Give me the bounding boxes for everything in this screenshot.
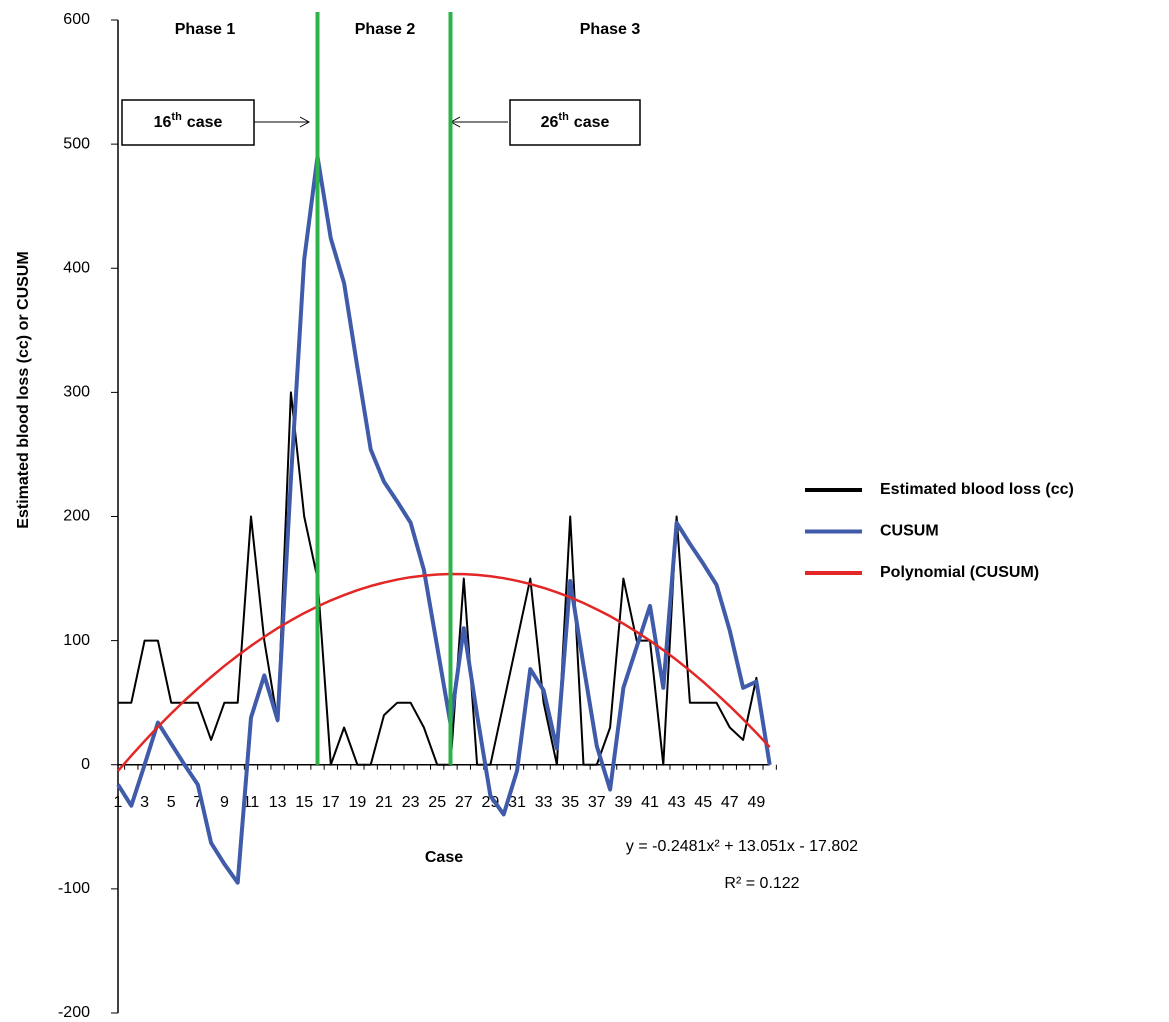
phase-label: Phase 1	[175, 21, 236, 38]
y-tick-label: 200	[63, 508, 90, 525]
series-line	[117, 572, 771, 772]
series-line	[116, 154, 772, 885]
r-squared: R² = 0.122	[724, 875, 799, 892]
x-tick-label: 7	[193, 794, 202, 811]
x-tick-label: 25	[428, 794, 446, 811]
x-tick-label: 1	[114, 794, 123, 811]
note-suffix: th	[558, 111, 569, 123]
case-note: 26th case	[541, 111, 610, 131]
x-tick-label: 41	[641, 794, 659, 811]
note-box	[121, 99, 255, 146]
y-tick-label: 0	[81, 756, 90, 773]
x-tick-label: 47	[721, 794, 739, 811]
x-tick-label: 37	[588, 794, 606, 811]
x-tick-label: 5	[167, 794, 176, 811]
x-tick-label: 43	[668, 794, 686, 811]
x-tick-label: 15	[295, 794, 313, 811]
x-tick-label: 11	[243, 794, 260, 811]
x-tick-label: 39	[615, 794, 633, 811]
y-tick-label: -200	[58, 1004, 90, 1021]
x-tick-label: 9	[220, 794, 229, 811]
note-text: case	[187, 114, 223, 131]
x-tick-label: 13	[269, 794, 287, 811]
y-tick-label: 300	[63, 384, 90, 401]
x-axis-title: Case	[425, 849, 463, 866]
x-tick-label: 19	[349, 794, 367, 811]
x-tick-label: 49	[748, 794, 766, 811]
x-tick-label: 3	[140, 794, 149, 811]
series-line	[118, 391, 771, 766]
x-tick-label: 45	[694, 794, 712, 811]
note-text: case	[574, 114, 610, 131]
y-tick-label: 600	[63, 11, 90, 28]
y-tick-label: 400	[63, 259, 90, 276]
note-number: 26	[541, 114, 559, 131]
x-tick-label: 31	[508, 794, 526, 811]
arrow-head	[299, 116, 311, 128]
case-note: 16th case	[154, 111, 223, 131]
x-tick-label: 21	[375, 794, 393, 811]
y-tick-label: 500	[63, 135, 90, 152]
legend-label: CUSUM	[880, 523, 939, 540]
x-tick-label: 29	[482, 794, 500, 811]
x-tick-label: 17	[322, 794, 340, 811]
x-tick-label: 27	[455, 794, 473, 811]
note-number: 16	[154, 114, 172, 131]
y-axis-title: Estimated blood loss (cc) or CUSUM	[15, 251, 32, 528]
equation: y = -0.2481x² + 13.051x - 17.802	[626, 838, 858, 855]
note-box	[509, 99, 641, 146]
legend-label: Polynomial (CUSUM)	[880, 564, 1039, 581]
x-tick-label: 33	[535, 794, 553, 811]
y-tick-label: 100	[63, 632, 90, 649]
y-tick-label: -100	[58, 880, 90, 897]
phase-label: Phase 2	[355, 21, 416, 38]
legend-label: Estimated blood loss (cc)	[880, 481, 1074, 498]
phase-label: Phase 3	[580, 21, 641, 38]
note-suffix: th	[171, 111, 182, 123]
x-tick-label: 23	[402, 794, 420, 811]
x-tick-label: 35	[561, 794, 579, 811]
